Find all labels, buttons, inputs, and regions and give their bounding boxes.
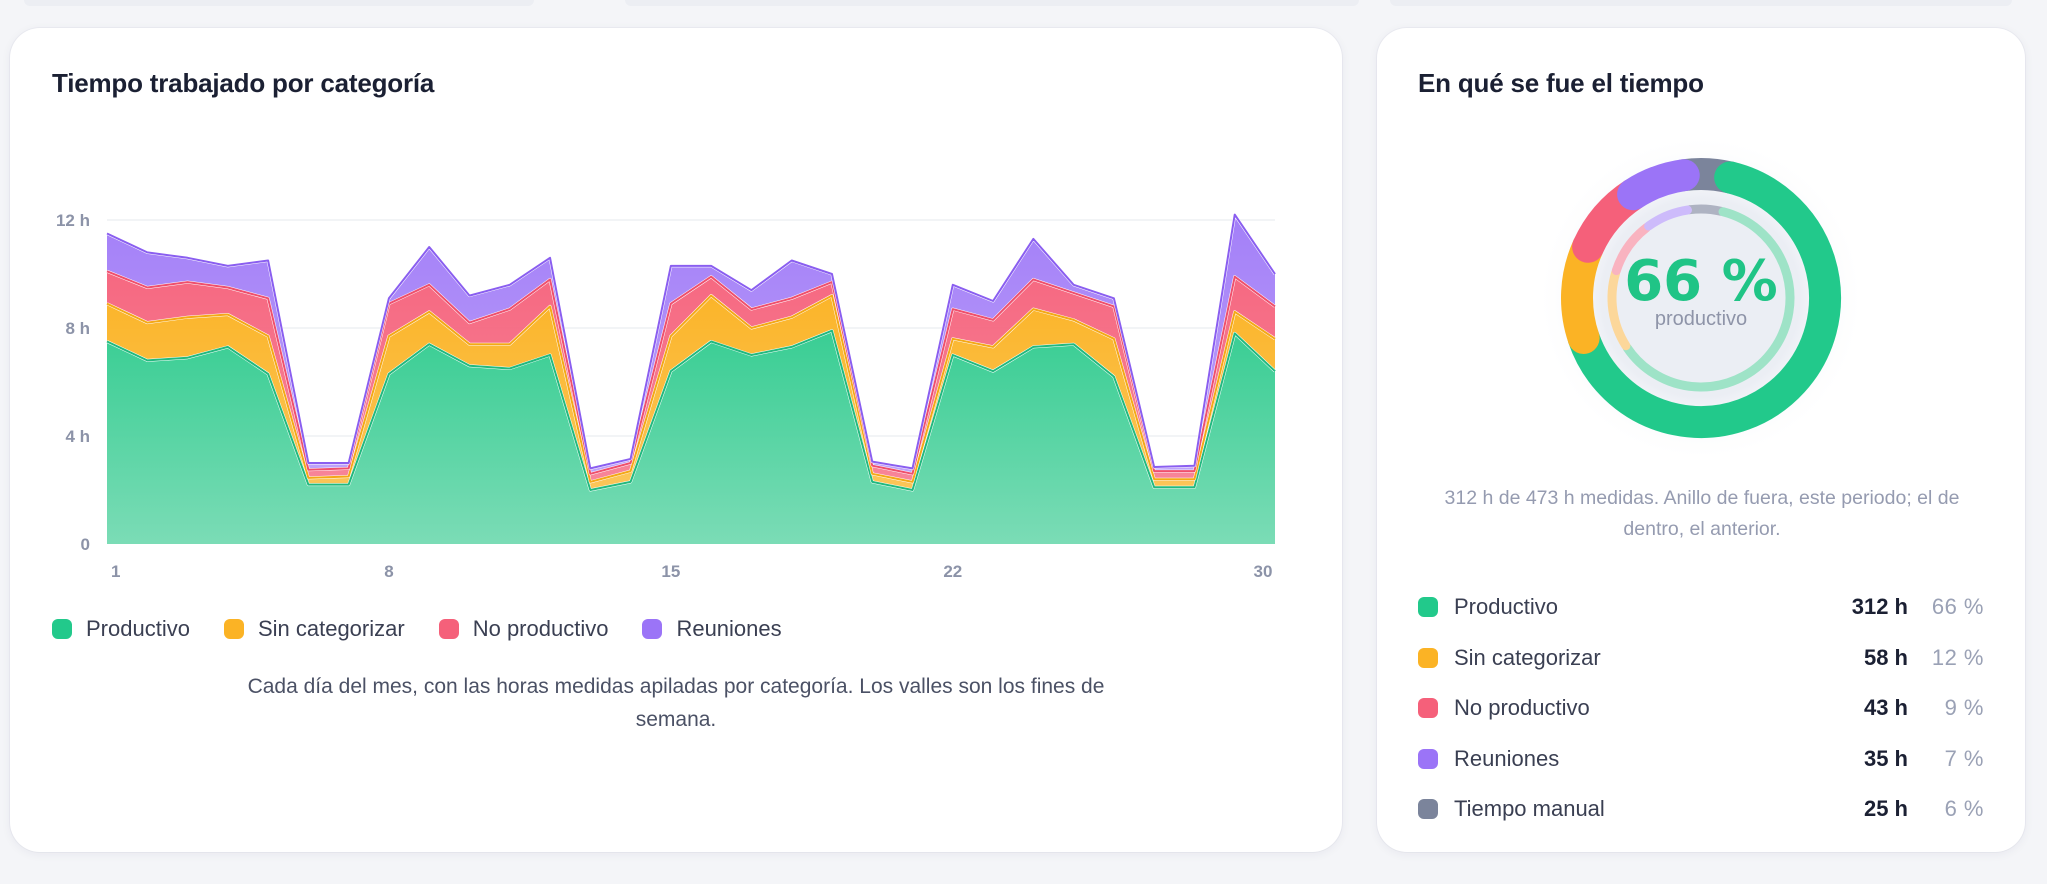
breakdown-swatch [1418,647,1438,668]
breakdown-percent: 66 % [1931,594,1984,620]
breakdown-swatch [1418,799,1438,820]
donut-note: 312 h de 473 h medidas. Anillo de fuera,… [1444,487,1960,540]
legend-item-reuniones[interactable]: Reuniones [642,616,782,642]
legend-swatch [223,619,244,639]
legend-label: Reuniones [676,616,782,641]
x-tick-label: 30 [1254,562,1273,581]
breakdown-row-no-productivo[interactable]: No productivo 43 h 9 % [1418,683,1984,734]
breakdown-swatch [1418,597,1438,618]
donut-chart: 66 % productivo [1536,133,1866,463]
series-line-productivo [106,329,1276,491]
top-strip [0,0,2047,14]
x-tick-label: 8 [384,562,393,581]
donut-center-value: 66 % [1624,249,1778,314]
y-tick-label: 4 h [65,427,90,446]
y-tick-label: 0 [81,535,90,554]
breakdown-label: Productivo [1454,594,1558,620]
breakdown-row-productivo[interactable]: Productivo 312 h 66 % [1418,582,1984,633]
x-tick-label: 22 [943,562,962,581]
legend-item-no-productivo[interactable]: No productivo [438,616,609,642]
y-tick-label: 8 h [65,319,90,338]
breakdown-swatch [1418,698,1438,719]
donut-segment-productivo[interactable] [1622,207,1795,392]
category-breakdown-list: Productivo 312 h 66 % Sin categorizar 58… [1418,582,1984,835]
legend-label: Productivo [86,616,190,641]
legend-swatch [438,619,459,639]
x-tick-label: 1 [111,562,120,581]
series-line-reuniones [106,213,1276,470]
donut-card-title: En qué se fue el tiempo [1418,68,1704,98]
breakdown-row-sin-categorizar[interactable]: Sin categorizar 58 h 12 % [1418,633,1984,684]
donut-center-label: productivo [1655,308,1747,330]
x-tick-label: 15 [661,562,680,581]
series-line-no-productivo [106,270,1276,475]
donut-segment-productivo[interactable] [1567,161,1841,438]
legend-label: Sin categorizar [257,616,405,641]
breakdown-percent: 12 % [1931,644,1984,670]
chart-card-title: Tiempo trabajado por categoría [52,68,435,98]
chart-axes: 0 4 h 8 h 12 h 1 8 15 22 30 [56,211,1272,581]
breakdown-row-reuniones[interactable]: Reuniones 35 h 7 % [1418,734,1984,785]
breakdown-hours: 35 h [1863,745,1908,771]
breakdown-percent: 6 % [1944,796,1984,822]
where-time-went-card: En qué se fue el tiempo 66 % productivo … [1377,28,2025,852]
legend-swatch [642,619,663,639]
donut-segment-sin-categorizar[interactable] [1607,268,1631,351]
breakdown-hours: 58 h [1863,644,1908,670]
breakdown-percent: 9 % [1944,695,1984,721]
breakdown-swatch [1418,748,1438,769]
y-tick-label: 12 h [56,211,90,230]
legend-label: No productivo [472,616,609,641]
breakdown-label: Reuniones [1454,745,1560,771]
area-series-productivo [107,330,1275,544]
breakdown-hours: 312 h [1851,594,1908,620]
series-line-sin-categorizar [106,294,1276,483]
donut-segment-tiempo-manual[interactable] [1685,204,1726,216]
legend-item-productivo[interactable]: Productivo [52,616,190,642]
donut-outer-ring [1561,158,1841,438]
donut-inner-ring [1607,204,1795,392]
donut-segment-no-productivo[interactable] [1611,222,1652,276]
chart-areas [106,213,1277,544]
stacked-area-chart: 0 4 h 8 h 12 h 1 8 15 22 30 [56,211,1277,581]
donut-segment-reuniones[interactable] [1644,205,1692,231]
legend-swatch [52,619,72,639]
breakdown-label: No productivo [1454,695,1590,721]
breakdown-hours: 25 h [1863,796,1908,822]
breakdown-label: Sin categorizar [1454,644,1601,670]
legend-item-sin-categorizar[interactable]: Sin categorizar [223,616,405,642]
breakdown-hours: 43 h [1863,695,1908,721]
chart-legend: Productivo Sin categorizar No productivo… [52,616,816,642]
area-series-sin-categorizar [107,295,1275,490]
donut-segment-reuniones[interactable] [1617,159,1700,211]
breakdown-percent: 7 % [1944,745,1984,771]
breakdown-row-tiempo-manual[interactable]: Tiempo manual 25 h 6 % [1418,784,1984,835]
area-series-no-productivo [107,271,1275,482]
chart-caption: Cada día del mes, con las horas medidas … [247,675,1105,731]
breakdown-label: Tiempo manual [1454,796,1605,822]
